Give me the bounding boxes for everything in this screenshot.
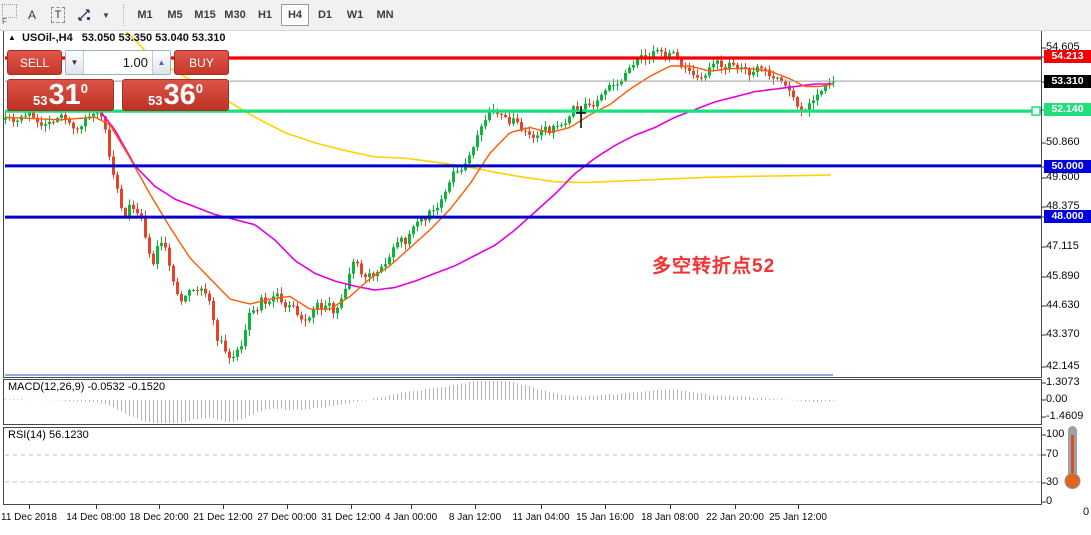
price-badge-52.140: 52.140 [1044,103,1091,116]
time-tick-label: 14 Dec 08:00 [66,512,126,523]
axis-tick-label: 45.890 [1046,270,1080,282]
bid-integer: 53 [33,93,48,108]
axis-tick-label: 70 [1046,448,1059,460]
grip-label: F [2,17,7,26]
timeframe-mn[interactable]: MN [376,9,394,21]
sell-price-panel[interactable]: 53 31 0 [7,79,114,111]
time-tick-label: 27 Dec 00:00 [257,512,317,523]
time-tick-label: 18 Dec 20:00 [129,512,189,523]
time-tick-label: 11 Jan 04:00 [512,512,570,523]
axis-tick-label: 30 [1046,476,1059,488]
chevron-down-icon: ▼ [70,58,79,67]
volume-increase-button[interactable]: ▲ [152,51,170,74]
arrows-dropdown-caret[interactable]: ▼ [102,10,110,20]
ask-pip: 0 [195,81,203,96]
timeframe-m15[interactable]: M15 [194,9,216,21]
price-badge-48.000: 48.000 [1044,210,1091,223]
text-label-tool-button[interactable]: A [27,8,36,22]
axis-tick-label: 0.00 [1046,393,1068,405]
price-badge-53.310: 53.310 [1044,75,1091,88]
volume-input[interactable] [84,51,152,74]
arrows-icon [78,9,90,21]
chevron-up-icon: ▲ [157,58,166,67]
volume-stepper: ▼ ▲ [65,50,171,75]
bid-decimals: 31 [48,79,81,111]
buy-button[interactable]: BUY [174,50,229,75]
axis-tick-label: 50.860 [1046,136,1080,148]
axis-tick-label: 1.3073 [1046,376,1080,388]
timeframe-group: M1 M5 M15 M30 H1 H4 D1 W1 MN [130,4,400,26]
timeframe-h1[interactable]: H1 [257,9,273,21]
thermometer-icon [1059,423,1083,498]
timeframe-m30[interactable]: M30 [224,9,246,21]
timeframe-d1[interactable]: D1 [317,9,333,21]
time-tick-label: 21 Dec 12:00 [193,512,253,523]
time-tick-label: 25 Jan 12:00 [769,512,827,523]
text-box-tool-button[interactable]: T [47,4,69,26]
axis-tick-label: 43.370 [1046,328,1080,340]
axis-tick-label: 48.375 [1046,200,1080,212]
buy-price-panel[interactable]: 53 36 0 [122,79,229,111]
time-tick-label: 31 Dec 12:00 [321,512,381,523]
price-badge-54.213: 54.213 [1044,50,1091,63]
bid-pip: 0 [80,81,88,96]
sell-button[interactable]: SELL [7,50,62,75]
ask-integer: 53 [148,93,163,108]
symbol-label: USOil-,H4 [21,32,73,44]
time-tick-label: 8 Jan 12:00 [448,512,502,523]
chart-title: ▲ USOil-,H4 53.050 53.350 53.040 53.310 [8,32,226,44]
timeframe-m1[interactable]: M1 [137,9,153,21]
axis-tick-label: 49.600 [1046,171,1080,183]
axis-tick-label: 42.145 [1046,360,1080,372]
axis-tick-label: 44.630 [1046,299,1080,311]
timeframe-w1[interactable]: W1 [346,9,364,21]
text-box-icon: T [50,7,66,23]
rsi-label: RSI(14) 56.1230 [8,429,89,441]
toolbar: F A T ▼ M1 M5 M15 M30 H1 H4 D1 W1 MN [0,0,1091,31]
volume-decrease-button[interactable]: ▼ [66,51,84,74]
time-tick-label: 4 Jan 00:00 [384,512,438,523]
toolbar-separator [123,4,124,26]
axis-tick-label: 47.115 [1046,240,1079,252]
arrows-tool-button[interactable] [73,4,95,26]
time-tick-label: 18 Jan 08:00 [641,512,699,523]
axis-tick-label: 100 [1046,428,1065,440]
axis-tick-label: 0 [1046,495,1053,507]
toolbar-grip[interactable]: F [1,2,19,28]
axis-tick-label: -1.4609 [1046,410,1084,422]
grip-dots-icon [2,4,17,18]
corner-text: 0 [1083,506,1090,518]
time-tick-label: 15 Jan 16:00 [576,512,634,523]
ask-decimals: 36 [163,79,196,111]
timeframe-m5[interactable]: M5 [167,9,183,21]
timeframe-h4[interactable]: H4 [281,4,309,26]
price-badge-50.000: 50.000 [1044,160,1091,173]
ohlc-values: 53.050 53.350 53.040 53.310 [81,32,226,44]
one-click-trading-panel: SELL ▼ ▲ BUY 53 31 0 53 36 0 [7,50,229,113]
time-tick-label: 11 Dec 2018 [1,512,57,523]
time-tick-label: 22 Jan 20:00 [706,512,764,523]
collapse-icon[interactable]: ▲ [8,33,16,42]
macd-label: MACD(12,26,9) -0.0532 -0.1520 [8,381,166,393]
chart-text-annotation[interactable]: 多空转折点52 [652,256,776,277]
